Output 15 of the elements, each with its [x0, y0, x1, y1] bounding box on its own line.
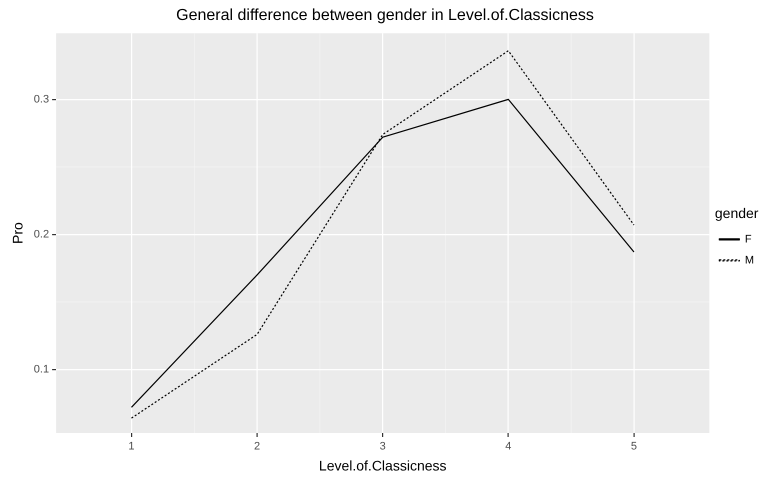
y-tick-label: 0.2 — [34, 228, 50, 240]
x-axis-title: Level.of.Classicness — [318, 457, 447, 474]
x-tick-label: 2 — [254, 440, 260, 453]
line-series — [130, 50, 635, 419]
x-tick-label: 1 — [128, 440, 135, 453]
y-tick-label: 0.3 — [34, 93, 50, 106]
x-tick-label: 4 — [505, 440, 512, 453]
x-tick-label: 3 — [380, 440, 386, 453]
y-tick-label: 0.1 — [34, 364, 50, 376]
legend-label: F — [744, 233, 752, 246]
x-tick-label: 5 — [630, 440, 638, 453]
chart-title: General difference between gender in Level.of.Classicness — [176, 7, 594, 24]
y-axis-title: Pro — [9, 222, 26, 244]
legend-title: gender — [714, 204, 759, 221]
legend-label: M — [744, 254, 754, 266]
